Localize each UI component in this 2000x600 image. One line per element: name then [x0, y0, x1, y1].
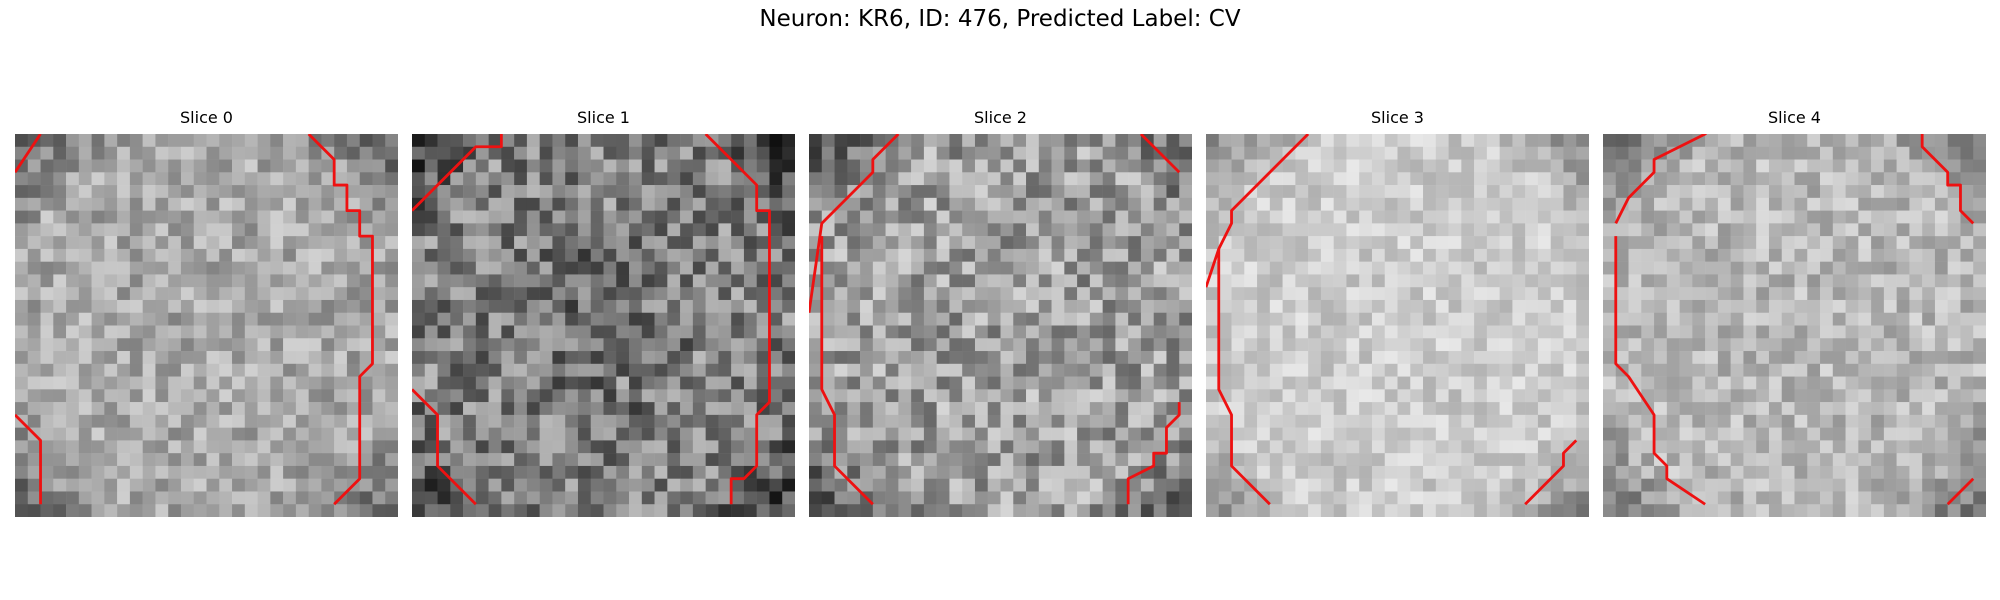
slice-title: Slice 1 [577, 108, 630, 127]
contour-line [1206, 134, 1310, 288]
contour-line [412, 388, 477, 506]
contour-line [820, 236, 874, 506]
slice-title: Slice 3 [1371, 108, 1424, 127]
slice-title: Slice 2 [974, 108, 1027, 127]
contour-line [1946, 477, 1975, 506]
figure-title: Neuron: KR6, ID: 476, Predicted Label: C… [759, 6, 1241, 32]
slice-title: Slice 4 [1768, 108, 1821, 127]
slice-panel-2: Slice 2 [809, 108, 1192, 517]
slice-title: Slice 0 [180, 108, 233, 127]
slice-image [1206, 134, 1589, 517]
contour-line [1614, 236, 1706, 506]
contour-line [809, 134, 900, 313]
slice-panel-3: Slice 3 [1206, 108, 1589, 517]
contour-line [1614, 134, 1708, 224]
slice-image [412, 134, 795, 517]
contour-line [15, 413, 42, 505]
contour-line [1920, 134, 1975, 225]
contour-line [1524, 439, 1578, 506]
contour-line [1139, 134, 1181, 174]
slice-image [809, 134, 1192, 517]
contour-line [1217, 248, 1271, 506]
slice-image [1603, 134, 1986, 517]
slice-panel-1: Slice 1 [412, 108, 795, 517]
contour-line [15, 134, 42, 174]
slice-image [15, 134, 398, 517]
contour-line [307, 134, 374, 506]
slice-panel-0: Slice 0 [15, 108, 398, 517]
contour-line [1126, 402, 1181, 505]
contour-line [704, 134, 771, 505]
slice-panel-4: Slice 4 [1603, 108, 1986, 517]
contour-line [412, 134, 503, 212]
